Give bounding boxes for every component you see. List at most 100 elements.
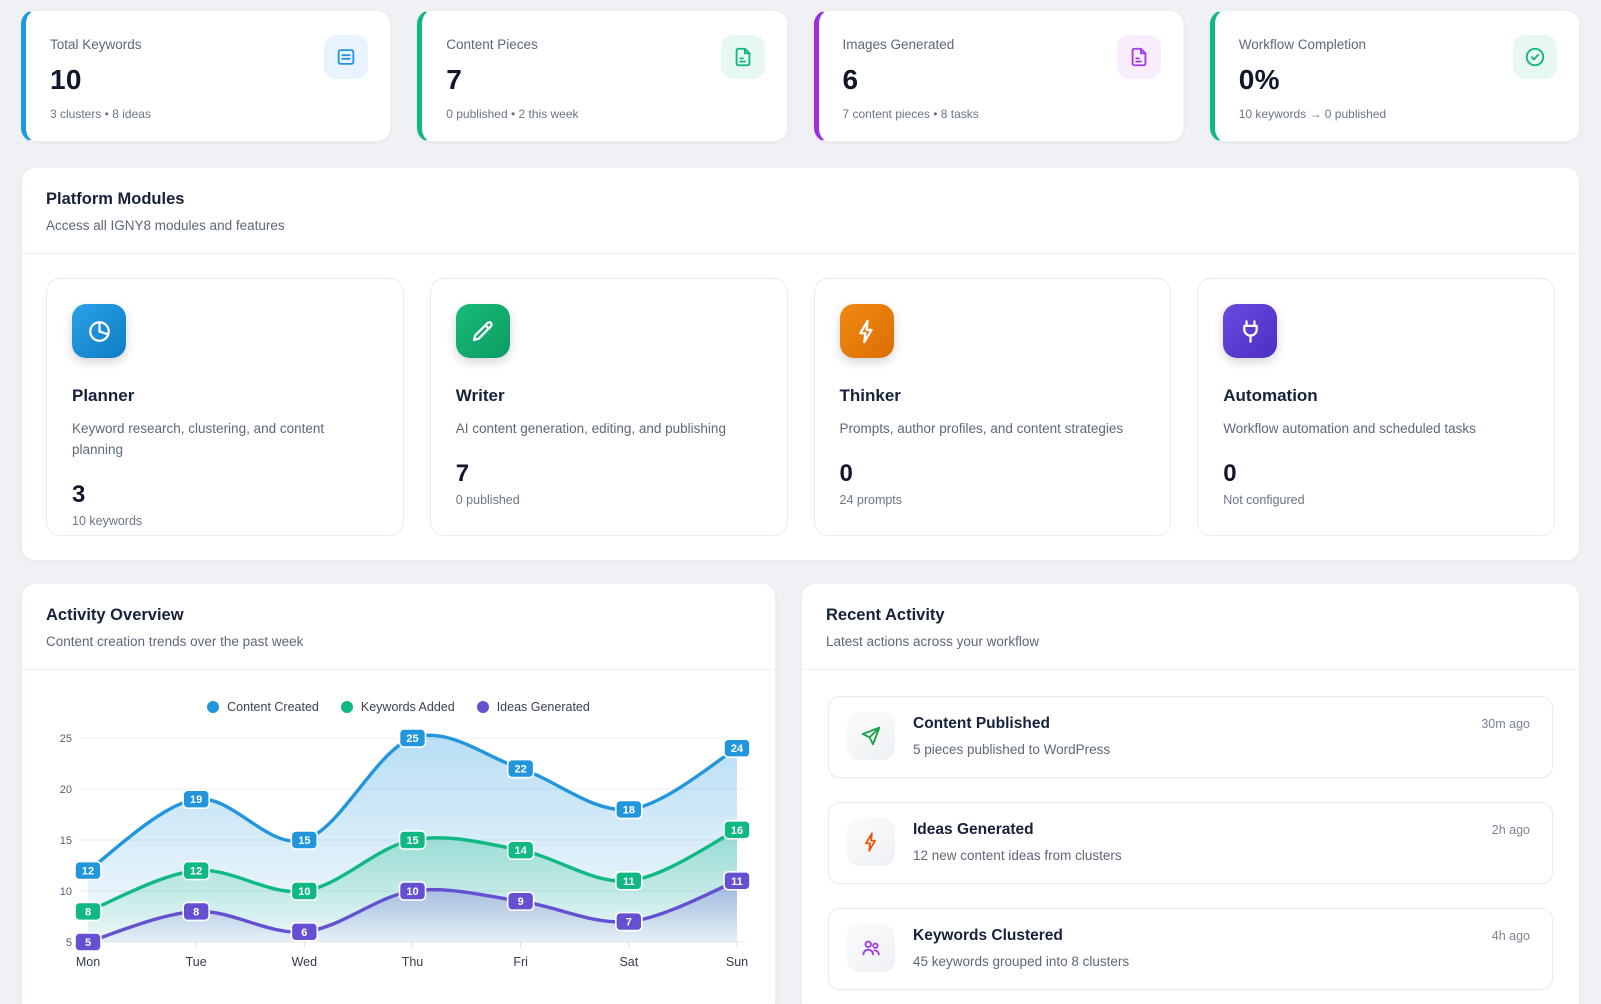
modules-grid: Planner Keyword research, clustering, an… xyxy=(22,254,1579,560)
svg-text:15: 15 xyxy=(406,835,418,847)
svg-text:Thu: Thu xyxy=(402,955,424,969)
module-card-automation[interactable]: Automation Workflow automation and sched… xyxy=(1197,278,1555,536)
svg-text:5: 5 xyxy=(66,937,72,949)
svg-text:25: 25 xyxy=(60,733,72,745)
activity-list: Content Published 30m ago 5 pieces publi… xyxy=(802,670,1579,1004)
module-description: Keyword research, clustering, and conten… xyxy=(72,421,325,457)
svg-text:6: 6 xyxy=(301,927,307,939)
stat-card-total-keywords: Total Keywords 10 3 clusters • 8 ideas xyxy=(21,10,392,142)
activity-description: 5 pieces published to WordPress xyxy=(913,742,1111,757)
module-stat-value: 0 xyxy=(1223,459,1237,487)
module-name: Thinker xyxy=(839,386,901,405)
svg-text:8: 8 xyxy=(193,906,199,918)
module-card-writer[interactable]: Writer AI content generation, editing, a… xyxy=(429,278,788,536)
legend-label: Keywords Added xyxy=(360,700,455,714)
users-icon xyxy=(847,924,895,972)
file-text-icon xyxy=(720,35,765,79)
stat-card-content-pieces: Content Pieces 7 0 published • 2 this we… xyxy=(417,10,788,142)
legend-label: Content Created xyxy=(227,700,319,714)
module-name: Automation xyxy=(1223,386,1318,405)
svg-text:12: 12 xyxy=(82,866,94,878)
activity-title: Content Published xyxy=(913,715,1050,732)
stat-card-workflow-completion: Workflow Completion 0% 10 keywords → 0 p… xyxy=(1209,10,1580,142)
legend-item[interactable]: Ideas Generated xyxy=(476,700,590,714)
legend-dot xyxy=(340,701,353,713)
stat-label: Images Generated xyxy=(842,37,955,52)
legend-item[interactable]: Content Created xyxy=(207,700,319,714)
stat-sub: 3 clusters • 8 ideas xyxy=(50,107,151,121)
article-icon xyxy=(324,35,369,79)
module-stat-label: 0 published xyxy=(455,492,520,507)
recent-activity-header: Recent Activity Latest actions across yo… xyxy=(802,584,1579,670)
svg-text:15: 15 xyxy=(298,835,310,847)
section-subtitle: Access all IGNY8 modules and features xyxy=(46,218,285,233)
send-icon xyxy=(847,712,895,760)
svg-text:18: 18 xyxy=(623,804,635,816)
svg-text:Sun: Sun xyxy=(726,955,748,969)
svg-text:20: 20 xyxy=(60,784,72,796)
stat-card-images-generated: Images Generated 6 7 content pieces • 8 … xyxy=(813,10,1184,142)
activity-time: 4h ago xyxy=(1491,929,1530,943)
activity-main: Ideas Generated 2h ago 12 new content id… xyxy=(913,818,1530,866)
legend-item[interactable]: Keywords Added xyxy=(340,700,455,714)
svg-text:11: 11 xyxy=(731,876,743,888)
activity-overview-panel: Activity Overview Content creation trend… xyxy=(21,583,776,1004)
activity-item-content-published: Content Published 30m ago 5 pieces publi… xyxy=(828,696,1553,778)
stat-sub: 10 keywords → 0 published xyxy=(1238,107,1387,121)
recent-activity-panel: Recent Activity Latest actions across yo… xyxy=(801,583,1580,1004)
platform-modules-header: Platform Modules Access all IGNY8 module… xyxy=(22,168,1579,254)
svg-text:24: 24 xyxy=(731,743,744,755)
svg-text:5: 5 xyxy=(85,937,91,949)
module-stat-label: 24 prompts xyxy=(839,492,903,507)
chart-legend: Content Created Keywords Added Ideas Gener… xyxy=(42,700,755,714)
svg-text:8: 8 xyxy=(85,906,91,918)
module-name: Planner xyxy=(72,386,135,405)
module-stat-label: 10 keywords xyxy=(72,513,143,528)
svg-text:10: 10 xyxy=(406,886,418,898)
module-stat-value: 7 xyxy=(455,459,470,487)
svg-text:15: 15 xyxy=(60,835,72,847)
svg-text:14: 14 xyxy=(515,845,528,857)
module-card-planner[interactable]: Planner Keyword research, clustering, an… xyxy=(46,278,404,536)
bottom-row: Activity Overview Content creation trend… xyxy=(21,583,1580,1004)
stat-value: 10 xyxy=(50,64,82,95)
module-card-thinker[interactable]: Thinker Prompts, author profiles, and co… xyxy=(813,278,1172,536)
svg-text:19: 19 xyxy=(190,794,202,806)
activity-description: 12 new content ideas from clusters xyxy=(913,848,1122,863)
module-description: AI content generation, editing, and publ… xyxy=(455,421,726,436)
activity-overview-header: Activity Overview Content creation trend… xyxy=(22,584,775,670)
pie-chart-icon xyxy=(72,304,126,358)
legend-dot xyxy=(476,701,489,713)
stat-sub: 7 content pieces • 8 tasks xyxy=(842,107,979,121)
activity-item-ideas-generated: Ideas Generated 2h ago 12 new content id… xyxy=(828,802,1553,884)
activity-description: 45 keywords grouped into 8 clusters xyxy=(913,954,1130,969)
stat-value: 0% xyxy=(1238,64,1280,95)
activity-title: Ideas Generated xyxy=(913,821,1034,838)
section-subtitle: Content creation trends over the past we… xyxy=(46,634,304,649)
stat-value: 6 xyxy=(842,64,859,95)
svg-text:25: 25 xyxy=(406,733,418,745)
file-text-icon xyxy=(1116,35,1161,79)
section-subtitle: Latest actions across your workflow xyxy=(826,634,1040,649)
activity-main: Content Published 30m ago 5 pieces publi… xyxy=(913,712,1530,760)
svg-text:Wed: Wed xyxy=(292,955,318,969)
svg-text:10: 10 xyxy=(298,886,310,898)
chart-body: Content Created Keywords Added Ideas Gener… xyxy=(22,670,775,976)
svg-text:Sat: Sat xyxy=(619,955,638,969)
svg-text:11: 11 xyxy=(623,876,635,888)
svg-text:22: 22 xyxy=(515,764,527,776)
svg-text:Fri: Fri xyxy=(513,955,528,969)
svg-text:7: 7 xyxy=(626,917,632,929)
activity-main: Keywords Clustered 4h ago 45 keywords gr… xyxy=(913,924,1530,972)
svg-text:Tue: Tue xyxy=(186,955,207,969)
module-name: Writer xyxy=(455,386,505,405)
legend-label: Ideas Generated xyxy=(496,700,590,714)
svg-text:9: 9 xyxy=(518,896,524,908)
lightning-icon xyxy=(839,304,894,358)
activity-title: Keywords Clustered xyxy=(913,927,1063,944)
module-description: Prompts, author profiles, and content st… xyxy=(839,421,1124,436)
module-stat-value: 3 xyxy=(72,480,86,508)
module-stat-value: 0 xyxy=(839,459,853,487)
stat-value: 7 xyxy=(446,64,463,95)
